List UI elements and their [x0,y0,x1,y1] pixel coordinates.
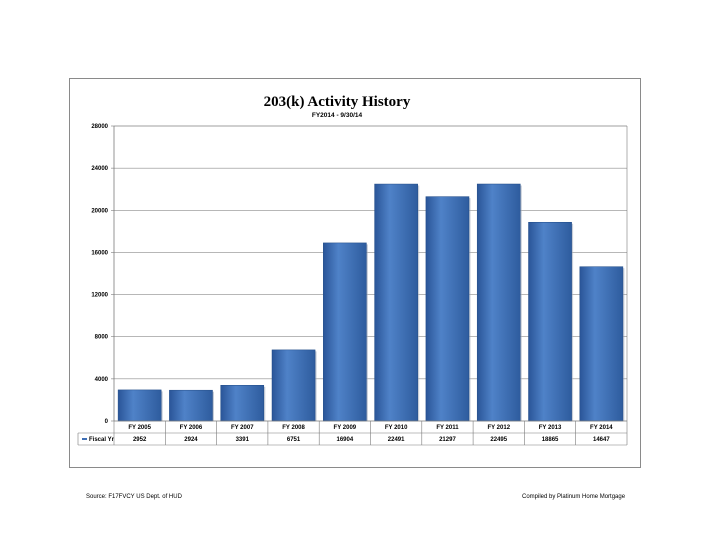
category-label: FY 2005 [128,425,151,431]
category-label: FY 2007 [231,425,254,431]
y-tick-label: 8000 [95,335,109,341]
bar-fy-2005 [117,389,162,422]
y-tick-label: 12000 [91,293,108,299]
bar-fy-2014 [579,266,624,422]
y-tick-label: 0 [105,419,109,425]
chart-title: 203(k) Activity History [264,94,411,110]
y-tick-label: 4000 [95,377,109,383]
bar-fy-2007 [220,385,265,422]
data-value-label: 14647 [593,437,610,443]
category-label: FY 2013 [539,425,562,431]
data-value-label: 21297 [439,437,456,443]
data-value-label: 22491 [388,437,405,443]
chart-frame: 203(k) Activity History FY2014 - 9/30/14… [69,78,641,468]
bar-chart: 203(k) Activity History FY2014 - 9/30/14… [77,94,628,446]
bar-fy-2008 [271,349,316,422]
category-label: FY 2008 [282,425,305,431]
chart-subtitle: FY2014 - 9/30/14 [312,112,363,119]
data-value-label: 16904 [337,437,354,443]
y-tick-label: 24000 [91,166,108,172]
y-tick-label: 28000 [91,124,108,130]
data-value-label: 6751 [287,437,301,443]
category-label: FY 2011 [436,425,459,431]
bar-fy-2010 [374,183,418,422]
category-label: FY 2009 [334,425,357,431]
category-label: FY 2006 [180,425,203,431]
y-tick-label: 16000 [91,250,108,256]
bar-fy-2012 [476,183,521,422]
series-name-label: Fiscal Yr [89,437,115,443]
category-label: FY 2012 [487,425,510,431]
source-note: Source: F17FVCY US Dept. of HUD [86,494,182,500]
data-value-label: 3391 [236,437,250,443]
bar-fy-2013 [528,221,572,422]
bar-fy-2006 [169,389,213,422]
data-value-label: 18865 [542,437,559,443]
data-value-label: 2952 [133,437,147,443]
compiled-by-note: Compiled by Platinum Home Mortgage [522,494,626,500]
data-value-label: 2924 [184,437,198,443]
category-label: FY 2014 [590,425,613,431]
category-label: FY 2010 [385,425,408,431]
bar-fy-2011 [425,196,470,422]
y-tick-label: 20000 [91,208,108,214]
data-value-label: 22495 [490,437,507,443]
bar-fy-2009 [323,242,367,422]
